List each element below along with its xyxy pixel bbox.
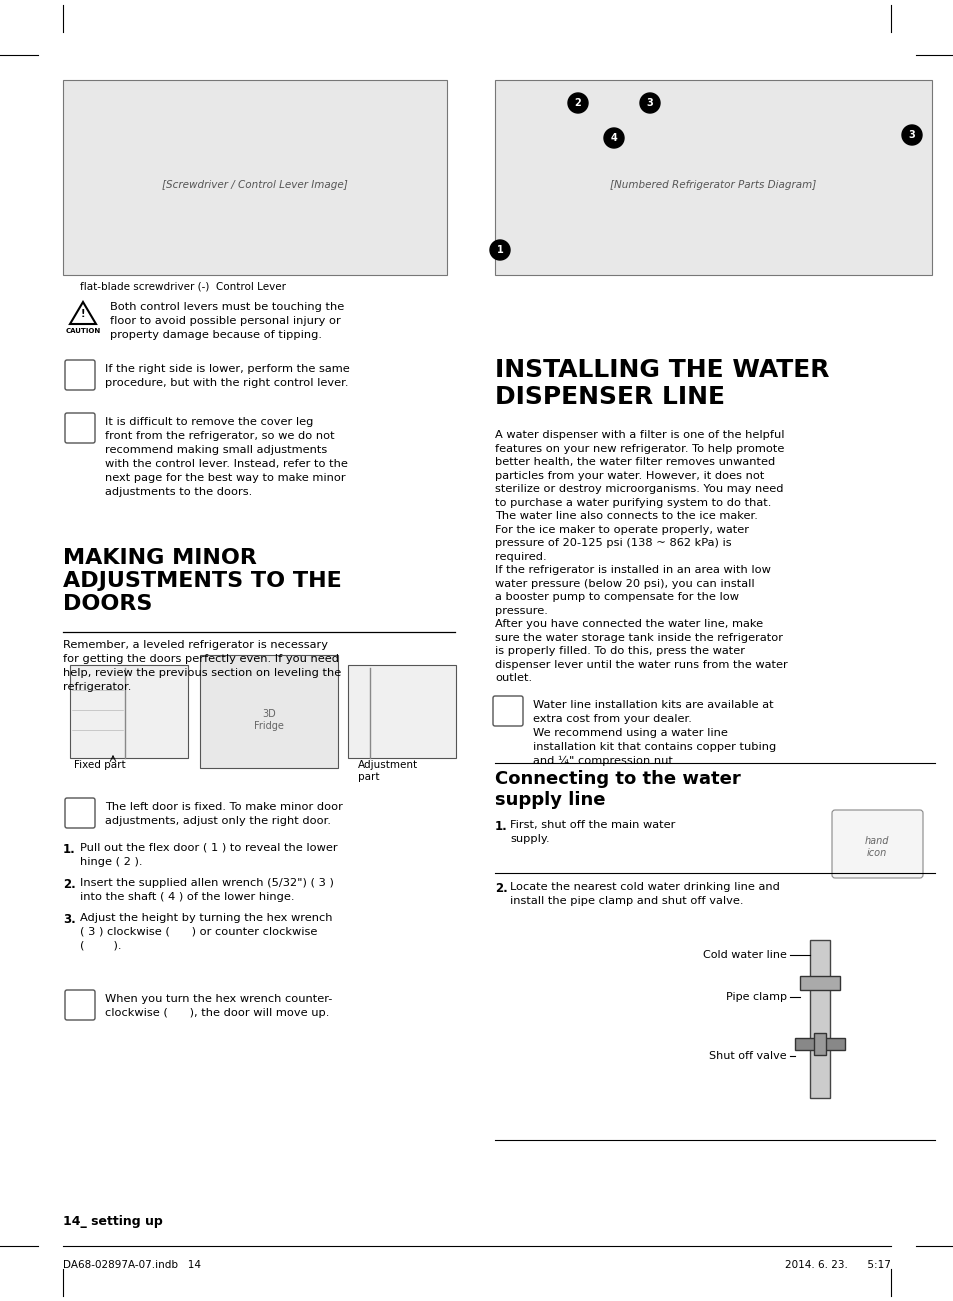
Text: 3: 3 [907, 130, 915, 141]
Text: 1.: 1. [495, 820, 507, 833]
FancyBboxPatch shape [65, 990, 95, 1020]
Text: Shut off valve: Shut off valve [709, 1051, 786, 1062]
Text: 2014. 6. 23.      5:17: 2014. 6. 23. 5:17 [784, 1259, 890, 1270]
Text: 1.: 1. [63, 843, 75, 856]
Text: 4: 4 [610, 133, 617, 143]
Circle shape [639, 92, 659, 113]
Bar [809, 941, 829, 1098]
Text: Remember, a leveled refrigerator is necessary
for getting the doors perfectly ev: Remember, a leveled refrigerator is nece… [63, 640, 341, 692]
Text: It is difficult to remove the cover leg
front from the refrigerator, so we do no: It is difficult to remove the cover leg … [105, 418, 348, 497]
Text: Adjustment
part: Adjustment part [357, 760, 417, 782]
Text: 3.: 3. [63, 913, 75, 926]
Text: 3D
Fridge: 3D Fridge [253, 709, 284, 731]
Text: Pull out the flex door ( 1 ) to reveal the lower
hinge ( 2 ).: Pull out the flex door ( 1 ) to reveal t… [80, 843, 337, 866]
Polygon shape [70, 302, 96, 324]
FancyBboxPatch shape [831, 811, 923, 878]
Text: 3: 3 [646, 98, 653, 108]
Text: hand
icon: hand icon [863, 837, 888, 857]
Bar [813, 1033, 825, 1055]
FancyBboxPatch shape [348, 665, 456, 758]
FancyBboxPatch shape [70, 665, 188, 758]
Text: 2: 2 [574, 98, 580, 108]
Text: !: ! [81, 310, 85, 319]
Text: ✂: ✂ [501, 704, 514, 718]
Text: When you turn the hex wrench counter-
clockwise (      ), the door will move up.: When you turn the hex wrench counter- cl… [105, 994, 332, 1017]
Text: INSTALLING THE WATER
DISPENSER LINE: INSTALLING THE WATER DISPENSER LINE [495, 358, 828, 409]
Text: First, shut off the main water
supply.: First, shut off the main water supply. [510, 820, 675, 844]
Text: Connecting to the water
supply line: Connecting to the water supply line [495, 770, 740, 809]
Circle shape [567, 92, 587, 113]
Text: Insert the supplied allen wrench (5/32") ( 3 )
into the shaft ( 4 ) of the lower: Insert the supplied allen wrench (5/32")… [80, 878, 334, 902]
Text: DA68-02897A-07.indb   14: DA68-02897A-07.indb 14 [63, 1259, 201, 1270]
Text: [Screwdriver / Control Lever Image]: [Screwdriver / Control Lever Image] [162, 180, 348, 190]
Text: 1: 1 [497, 245, 503, 255]
Bar [800, 976, 840, 990]
Text: Adjust the height by turning the hex wrench
( 3 ) clockwise (      ) or counter : Adjust the height by turning the hex wre… [80, 913, 333, 951]
Bar [794, 1038, 844, 1050]
Text: Locate the nearest cold water drinking line and
install the pipe clamp and shut : Locate the nearest cold water drinking l… [510, 882, 779, 905]
FancyBboxPatch shape [493, 696, 522, 726]
Text: ✂: ✂ [73, 805, 87, 821]
FancyBboxPatch shape [65, 798, 95, 827]
Text: 14_ setting up: 14_ setting up [63, 1215, 163, 1228]
Text: Fixed part: Fixed part [74, 760, 126, 770]
Text: A water dispenser with a filter is one of the helpful
features on your new refri: A water dispenser with a filter is one o… [495, 431, 787, 683]
Text: ✂: ✂ [73, 998, 87, 1012]
Circle shape [490, 239, 510, 260]
Text: ✂: ✂ [73, 367, 87, 382]
Text: flat-blade screwdriver (-)  Control Lever: flat-blade screwdriver (-) Control Lever [80, 282, 286, 291]
Text: Water line installation kits are available at
extra cost from your dealer.
We re: Water line installation kits are availab… [533, 700, 776, 766]
Circle shape [901, 125, 921, 144]
Text: MAKING MINOR
ADJUSTMENTS TO THE
DOORS: MAKING MINOR ADJUSTMENTS TO THE DOORS [63, 548, 341, 614]
FancyBboxPatch shape [65, 360, 95, 390]
Text: 2.: 2. [63, 878, 75, 891]
FancyBboxPatch shape [63, 79, 447, 275]
Text: CAUTION: CAUTION [66, 328, 100, 334]
Text: Pipe clamp: Pipe clamp [725, 991, 786, 1002]
Text: The left door is fixed. To make minor door
adjustments, adjust only the right do: The left door is fixed. To make minor do… [105, 801, 342, 826]
FancyBboxPatch shape [200, 654, 337, 768]
FancyBboxPatch shape [495, 79, 931, 275]
FancyBboxPatch shape [65, 412, 95, 444]
Text: 2.: 2. [495, 882, 507, 895]
Text: ✂: ✂ [73, 420, 87, 436]
Text: [Numbered Refrigerator Parts Diagram]: [Numbered Refrigerator Parts Diagram] [609, 180, 815, 190]
Text: Both control levers must be touching the
floor to avoid possible personal injury: Both control levers must be touching the… [110, 302, 344, 340]
Circle shape [603, 127, 623, 148]
Text: If the right side is lower, perform the same
procedure, but with the right contr: If the right side is lower, perform the … [105, 364, 350, 388]
Text: Cold water line: Cold water line [702, 950, 786, 960]
